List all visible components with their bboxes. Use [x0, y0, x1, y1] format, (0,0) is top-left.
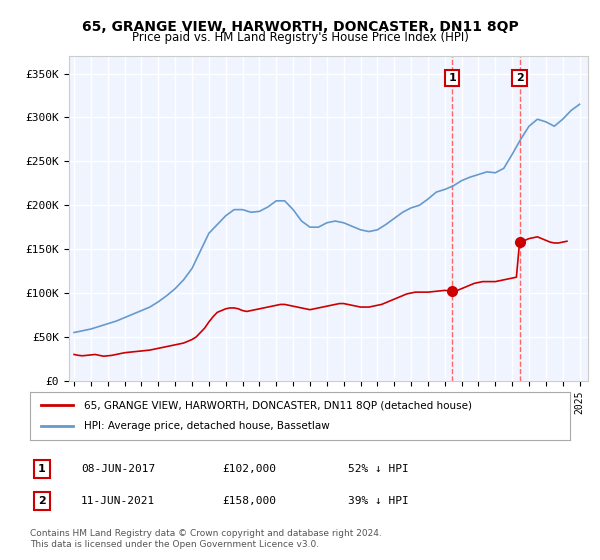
Text: 39% ↓ HPI: 39% ↓ HPI [348, 496, 409, 506]
Text: 65, GRANGE VIEW, HARWORTH, DONCASTER, DN11 8QP (detached house): 65, GRANGE VIEW, HARWORTH, DONCASTER, DN… [84, 400, 472, 410]
Text: 08-JUN-2017: 08-JUN-2017 [81, 464, 155, 474]
Text: 52% ↓ HPI: 52% ↓ HPI [348, 464, 409, 474]
Text: HPI: Average price, detached house, Bassetlaw: HPI: Average price, detached house, Bass… [84, 421, 330, 431]
Text: 11-JUN-2021: 11-JUN-2021 [81, 496, 155, 506]
Text: Price paid vs. HM Land Registry's House Price Index (HPI): Price paid vs. HM Land Registry's House … [131, 31, 469, 44]
Text: 65, GRANGE VIEW, HARWORTH, DONCASTER, DN11 8QP: 65, GRANGE VIEW, HARWORTH, DONCASTER, DN… [82, 20, 518, 34]
Text: £102,000: £102,000 [222, 464, 276, 474]
Text: 2: 2 [38, 496, 46, 506]
Text: 1: 1 [448, 73, 456, 83]
Text: Contains HM Land Registry data © Crown copyright and database right 2024.
This d: Contains HM Land Registry data © Crown c… [30, 529, 382, 549]
Text: 2: 2 [516, 73, 523, 83]
Text: 1: 1 [38, 464, 46, 474]
Text: £158,000: £158,000 [222, 496, 276, 506]
